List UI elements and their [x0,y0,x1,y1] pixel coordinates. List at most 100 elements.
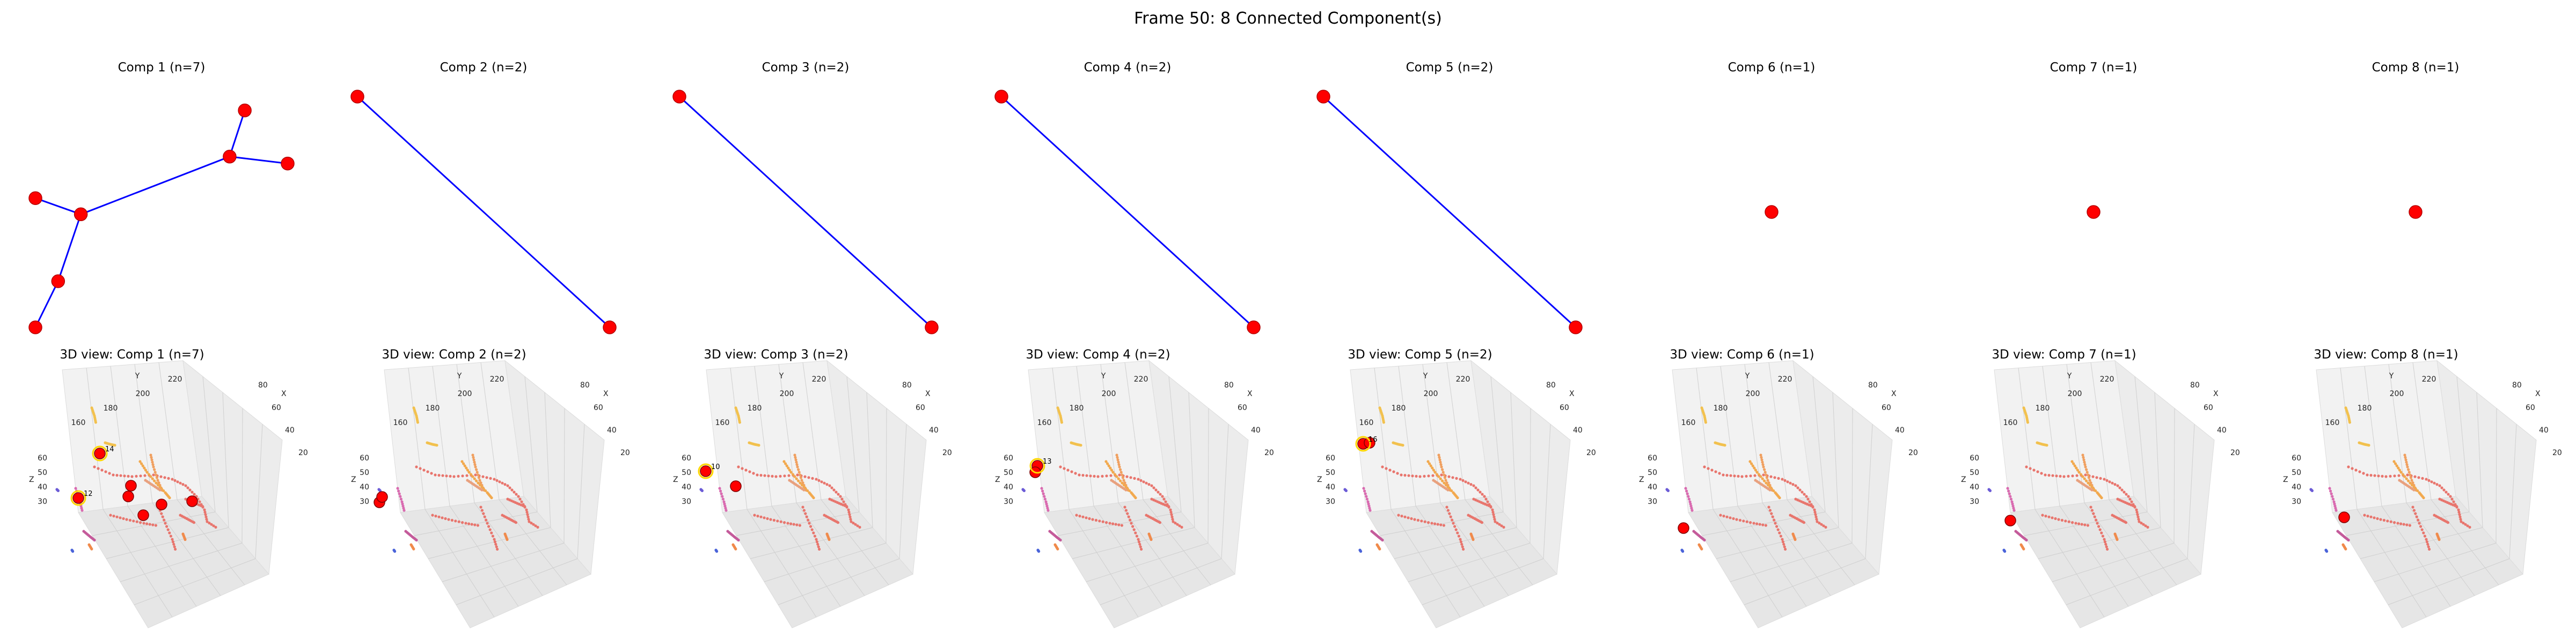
y-tick: 180 [1070,404,1084,413]
skeleton-point [1486,500,1489,503]
view3d-title: 3D view: Comp 5 (n=2) [1348,348,1492,362]
skeleton-point [485,476,488,479]
skeleton-point [1700,547,1703,551]
skeleton-point [2468,525,2471,529]
skeleton-point [1121,473,1124,477]
skeleton-point [398,492,401,495]
skeleton-point [1752,522,1755,525]
skeleton-point [1091,518,1094,521]
skeleton-point [2077,471,2081,474]
grid-line [456,364,475,503]
y-axis-label: Y [1745,372,1750,380]
skeleton-point [141,464,144,467]
grid-line [764,543,887,582]
skeleton-point [1774,522,1777,525]
skeleton-point [122,517,125,521]
skeleton-point [2082,458,2085,462]
skeleton-point [1761,477,1764,480]
z-axis-label: Z [995,475,1000,484]
skeleton-point [2414,512,2417,515]
z-axis-label: Z [1317,475,1322,484]
skeleton-point [1401,444,1404,447]
skeleton-point [2133,505,2136,508]
skeleton-point [2044,473,2047,477]
skeleton-point [1801,491,1804,494]
skeleton-point [1796,486,1799,489]
skeleton-point [757,444,760,447]
skeleton-point [1044,500,1048,503]
skeleton-point [815,540,818,544]
skeleton-point [805,515,808,518]
z-tick: 60 [1004,454,1013,463]
skeleton-point [721,495,724,498]
y-tick: 200 [1746,390,1760,398]
grid-line [1221,424,1229,559]
skeleton-point [1119,468,1122,471]
skeleton-point [723,502,726,506]
skeleton-point [767,474,770,478]
skeleton-point [2435,483,2439,486]
skeleton-point [2095,476,2098,479]
skeleton-point [718,487,721,490]
skeleton-point [517,495,520,498]
skeleton-point [437,474,441,477]
skeleton-point [2440,486,2443,489]
skeleton-point [173,479,177,482]
skeleton-point [723,504,727,508]
skeleton-point [830,486,833,489]
graph-edge [678,96,933,328]
x-axis-label: X [281,390,287,398]
skeleton-point [1461,479,1465,482]
graph-title: Comp 3 (n=2) [762,61,850,75]
grid-line [1787,499,1855,586]
skeleton-point [812,531,815,535]
x-tick: 80 [902,381,912,390]
skeleton-point [1779,535,1782,538]
y-tick: 200 [1424,390,1438,398]
skeleton-point [479,506,482,509]
skeleton-point [1459,478,1462,481]
skeleton-point [2146,525,2149,529]
skeleton-point [2406,473,2409,477]
y-tick: 220 [2100,375,2114,384]
x-tick: 60 [1560,404,1569,412]
skeleton-point [783,521,786,524]
grid-line [564,408,565,544]
skeleton-point [1459,540,1462,544]
skeleton-point [1378,547,1381,551]
skeleton-point [1081,515,1085,518]
skeleton-point [1483,495,1486,498]
skeleton-point [772,518,775,522]
skeleton-point [1443,481,1446,485]
skeleton-point [1074,472,1077,475]
highlight-node [137,509,149,521]
skeleton-point [472,456,475,459]
skeleton-point [169,535,172,538]
skeleton-point [1753,466,1756,470]
skeleton-point [1438,458,1441,462]
skeleton-point [1045,502,1048,506]
skeleton-point [1690,507,1693,510]
z-tick: 50 [682,469,691,477]
z-axis-label: Z [1639,475,1644,484]
skeleton-point [1469,483,1473,486]
skeleton-point [700,489,704,493]
skeleton-point [2430,480,2433,484]
skeleton-point [163,518,166,522]
skeleton-point [2059,474,2062,478]
skeleton-point [842,500,845,503]
skeleton-point [1101,474,1104,478]
skeleton-point [1105,474,1108,478]
grid-line [110,366,128,507]
skeleton-point [801,481,804,485]
skeleton-point [2421,477,2424,480]
skeleton-point [2120,488,2124,492]
skeleton-point [482,512,485,515]
skeleton-point [2373,474,2376,477]
grid-line [1865,424,1873,559]
skeleton-point [1093,474,1096,478]
skeleton-point [173,545,176,548]
skeleton-point [2410,479,2413,482]
skeleton-point [1431,466,1434,470]
skeleton-point [2403,453,2406,457]
